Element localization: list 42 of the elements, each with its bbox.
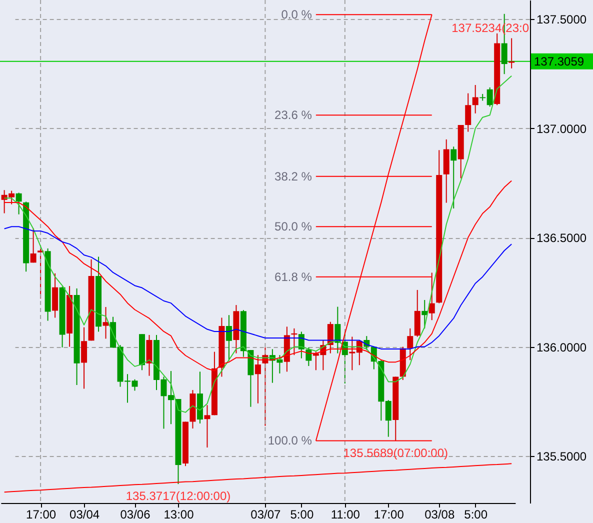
candlestick (52, 272, 58, 318)
candlestick (226, 314, 232, 362)
series-label: 0.0 % (281, 8, 312, 22)
x-tick-label: 03/04 (70, 508, 100, 522)
candlestick (102, 306, 109, 340)
y-tick-label: 137.0000 (536, 122, 587, 136)
y-tick-label: 137.5000 (536, 12, 587, 27)
candlestick (16, 192, 22, 215)
x-tick-label: 13:00 (164, 508, 194, 522)
candlestick (254, 354, 261, 404)
candlestick (291, 328, 298, 356)
line-series (4, 463, 512, 493)
candlestick (407, 328, 414, 361)
x-tick-label: 17:00 (374, 508, 404, 522)
candlestick (465, 92, 472, 132)
candlestick (472, 84, 478, 114)
x-tick-label: 5:00 (464, 508, 488, 522)
y-tick-label: 136.0000 (536, 340, 587, 354)
y-tick-label: 136.5000 (536, 231, 587, 246)
candlestick (306, 346, 312, 366)
candlestick (146, 334, 152, 376)
x-tick-label: 17:00 (26, 508, 56, 522)
series-label: 38.2 % (274, 169, 312, 184)
candlestick (204, 404, 210, 448)
candlestick (450, 146, 457, 209)
x-tick-label: 03/06 (120, 508, 151, 522)
x-tick-label: 5:00 (290, 508, 314, 522)
annotation: 135.3717(12:00:00) (126, 489, 231, 504)
ref-line-label: 137.3059 (534, 54, 584, 68)
x-tick-label: 03/08 (424, 508, 455, 522)
y-tick-label: 135.5000 (536, 450, 587, 464)
candlestick (81, 326, 88, 390)
annotation: 135.5689(07:00:00) (343, 446, 448, 460)
series-label: 50.0 % (274, 220, 312, 234)
x-tick-label: 03/07 (250, 508, 282, 522)
series-label: 61.8 % (274, 270, 312, 284)
candlestick (428, 272, 435, 321)
series-label: 100.0 % (268, 434, 312, 448)
candlestick (327, 321, 334, 354)
candlestick (30, 228, 36, 264)
series-label: 23.6 % (274, 108, 312, 122)
x-tick-label: 11:00 (330, 508, 360, 522)
